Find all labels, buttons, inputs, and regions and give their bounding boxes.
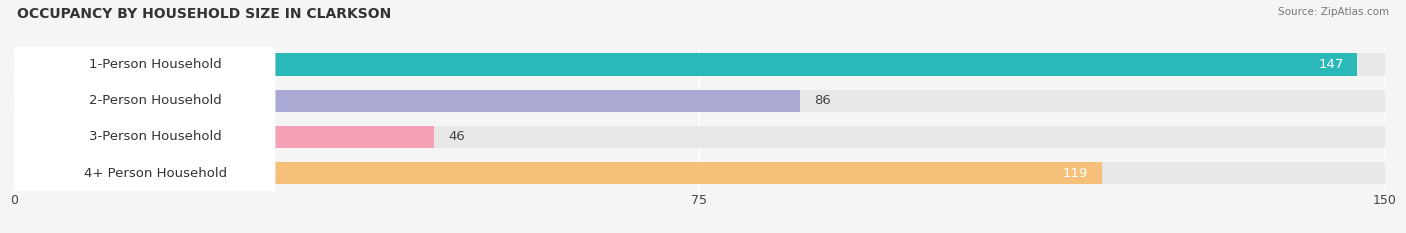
Bar: [14, 89, 800, 112]
Bar: [14, 126, 1385, 148]
Bar: [14, 89, 1385, 112]
Bar: [14, 162, 1102, 184]
Text: 3-Person Household: 3-Person Household: [90, 130, 222, 143]
FancyBboxPatch shape: [14, 153, 276, 193]
Text: 46: 46: [449, 130, 465, 143]
FancyBboxPatch shape: [14, 116, 276, 157]
FancyBboxPatch shape: [14, 80, 276, 121]
Text: OCCUPANCY BY HOUSEHOLD SIZE IN CLARKSON: OCCUPANCY BY HOUSEHOLD SIZE IN CLARKSON: [17, 7, 391, 21]
Text: 1-Person Household: 1-Person Household: [90, 58, 222, 71]
Text: 2-Person Household: 2-Person Household: [90, 94, 222, 107]
Text: 119: 119: [1063, 167, 1088, 179]
Bar: [14, 53, 1358, 76]
Bar: [14, 53, 1385, 76]
Text: 4+ Person Household: 4+ Person Household: [84, 167, 228, 179]
Text: 147: 147: [1319, 58, 1344, 71]
FancyBboxPatch shape: [14, 44, 276, 85]
Bar: [14, 126, 434, 148]
Text: Source: ZipAtlas.com: Source: ZipAtlas.com: [1278, 7, 1389, 17]
Text: 86: 86: [814, 94, 831, 107]
Bar: [14, 162, 1385, 184]
